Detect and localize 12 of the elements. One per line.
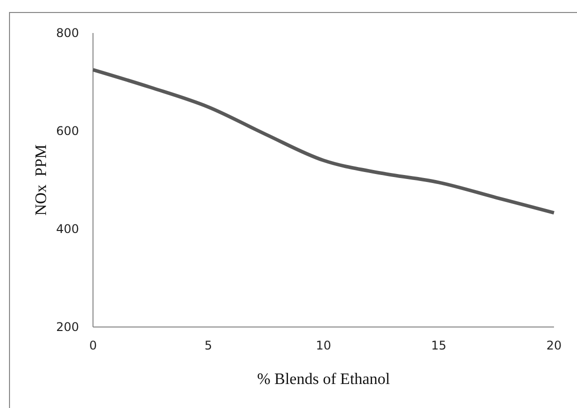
y-axis-title: NOx PPM: [33, 144, 50, 216]
y-tick-label: 800: [56, 26, 79, 40]
y-tick-label: 400: [56, 222, 79, 236]
line-series: [91, 68, 556, 215]
y-tick-label: 600: [56, 124, 79, 138]
x-tick-label: 0: [89, 338, 97, 353]
x-tick-label: 5: [204, 338, 212, 353]
y-tick-label: 200: [56, 320, 79, 334]
x-tick-label: 20: [546, 338, 562, 353]
x-axis-title: % Blends of Ethanol: [257, 371, 390, 388]
x-tick-label: 15: [431, 338, 446, 353]
x-tick-label: 10: [316, 338, 332, 353]
